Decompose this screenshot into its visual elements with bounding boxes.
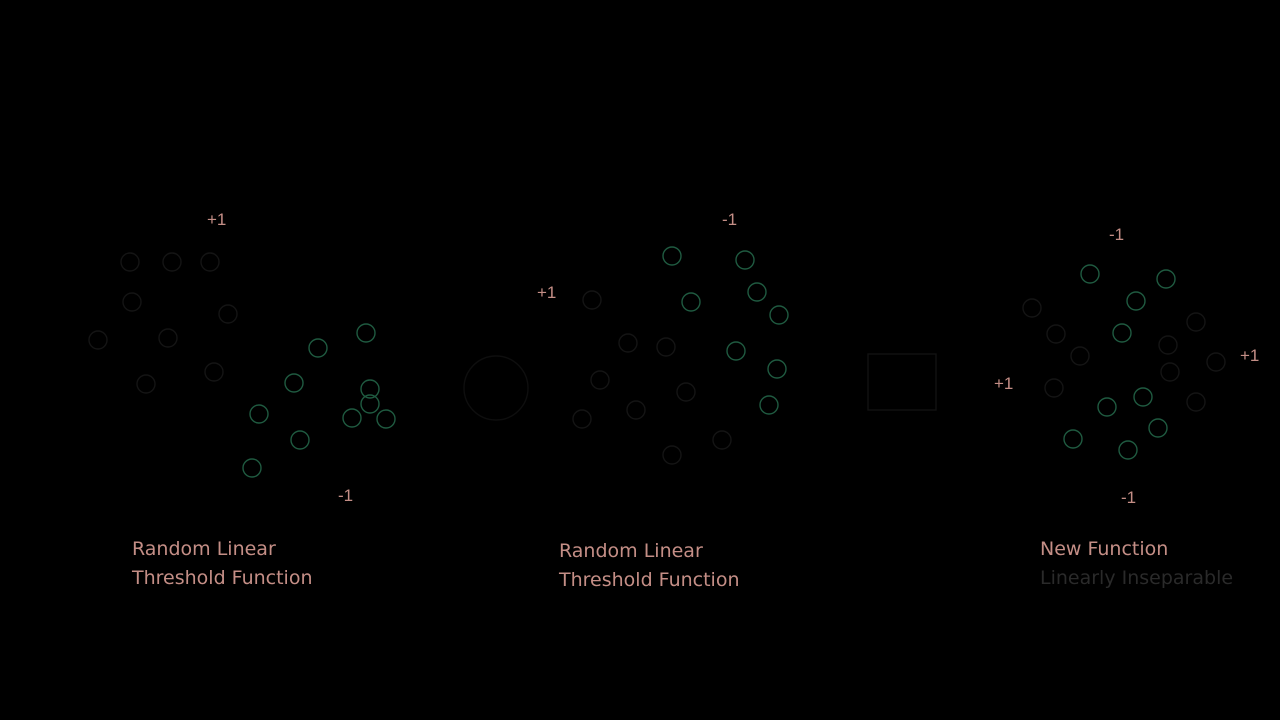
data-point xyxy=(342,408,362,428)
square-operator xyxy=(867,353,937,411)
data-point xyxy=(356,323,376,343)
data-point xyxy=(1186,392,1206,412)
data-point xyxy=(1112,323,1132,343)
data-point xyxy=(218,304,238,324)
data-point xyxy=(759,395,779,415)
data-point xyxy=(1133,387,1153,407)
right-caption-line2: Linearly Inseparable xyxy=(1040,567,1234,589)
data-point xyxy=(572,409,592,429)
data-point xyxy=(590,370,610,390)
right-label-right-plus-one: +1 xyxy=(1240,346,1260,365)
data-point xyxy=(376,409,396,429)
left-caption: Random Linear Threshold Function xyxy=(132,535,313,593)
data-point xyxy=(747,282,767,302)
middle-label-plus-one: +1 xyxy=(537,283,557,302)
right-caption-line1: New Function xyxy=(1040,538,1169,560)
data-point xyxy=(676,382,696,402)
data-point xyxy=(767,359,787,379)
right-caption: New Function Linearly Inseparable xyxy=(1040,535,1233,593)
middle-caption-line1: Random Linear xyxy=(559,540,703,562)
right-label-bottom-minus-one: -1 xyxy=(1121,488,1137,507)
data-point xyxy=(769,305,789,325)
data-point xyxy=(1044,378,1064,398)
middle-caption-line2: Threshold Function xyxy=(559,569,740,591)
right-label-left-plus-one: +1 xyxy=(994,374,1014,393)
data-point xyxy=(284,373,304,393)
data-point xyxy=(1022,298,1042,318)
right-label-top-minus-one: -1 xyxy=(1109,225,1125,244)
circle-operator xyxy=(463,355,529,421)
data-point xyxy=(158,328,178,348)
data-point xyxy=(360,379,380,399)
data-point xyxy=(88,330,108,350)
data-point xyxy=(249,404,269,424)
data-point xyxy=(360,394,380,414)
middle-label-minus-one: -1 xyxy=(722,210,738,229)
data-point xyxy=(122,292,142,312)
data-point xyxy=(1118,440,1138,460)
left-caption-line1: Random Linear xyxy=(132,538,276,560)
middle-caption: Random Linear Threshold Function xyxy=(559,537,740,595)
data-point xyxy=(1063,429,1083,449)
data-point xyxy=(582,290,602,310)
data-point xyxy=(662,246,682,266)
data-point xyxy=(662,445,682,465)
data-point xyxy=(1070,346,1090,366)
left-label-minus-one: -1 xyxy=(338,486,354,505)
data-point xyxy=(712,430,732,450)
data-point xyxy=(120,252,140,272)
data-point xyxy=(242,458,262,478)
data-point xyxy=(1126,291,1146,311)
data-point xyxy=(735,250,755,270)
data-point xyxy=(726,341,746,361)
data-point xyxy=(626,400,646,420)
data-point xyxy=(1148,418,1168,438)
data-point xyxy=(162,252,182,272)
data-point xyxy=(1156,269,1176,289)
data-point xyxy=(1206,352,1226,372)
data-point xyxy=(1186,312,1206,332)
data-point xyxy=(204,362,224,382)
left-caption-line2: Threshold Function xyxy=(132,567,313,589)
left-label-plus-one: +1 xyxy=(207,210,227,229)
data-point xyxy=(1046,324,1066,344)
data-point xyxy=(618,333,638,353)
data-point xyxy=(681,292,701,312)
data-point xyxy=(1097,397,1117,417)
data-point xyxy=(308,338,328,358)
data-point xyxy=(1080,264,1100,284)
data-point xyxy=(200,252,220,272)
data-point xyxy=(136,374,156,394)
data-point xyxy=(1160,362,1180,382)
data-point xyxy=(656,337,676,357)
data-point xyxy=(290,430,310,450)
data-point xyxy=(1158,335,1178,355)
